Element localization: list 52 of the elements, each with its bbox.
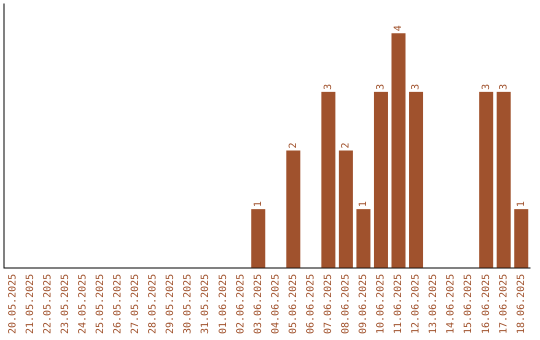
data-label: 1 <box>358 201 370 208</box>
x-tick-label: 08.06.2025 <box>340 274 352 334</box>
data-label: 3 <box>480 84 492 90</box>
x-tick-label: 28.05.2025 <box>148 274 159 334</box>
x-tick-label: 17.06.2025 <box>498 274 510 334</box>
x-tick-label: 02.06.2025 <box>235 274 246 334</box>
bar <box>286 150 300 268</box>
x-tick-label: 18.06.2025 <box>516 274 527 334</box>
x-tick-label: 22.05.2025 <box>42 274 54 334</box>
x-tick-label: 06.06.2025 <box>305 274 316 334</box>
x-tick-label: 13.06.2025 <box>428 274 440 334</box>
bar <box>356 209 370 268</box>
x-tick-label: 31.05.2025 <box>200 274 212 334</box>
bar <box>391 33 406 268</box>
bar <box>251 209 266 268</box>
bar <box>496 92 511 268</box>
data-label: 2 <box>288 142 299 149</box>
bar <box>514 209 528 268</box>
bar <box>338 150 353 268</box>
x-tick-label: 27.05.2025 <box>130 274 142 334</box>
data-label: 3 <box>498 84 510 90</box>
x-tick-label: 21.05.2025 <box>24 274 36 334</box>
bar <box>374 92 388 268</box>
data-label: 1 <box>252 201 264 208</box>
x-tick-label: 23.05.2025 <box>60 274 71 334</box>
x-tick-label: 14.06.2025 <box>446 274 457 334</box>
x-tick-label: 29.05.2025 <box>165 274 176 334</box>
x-tick-label: 25.05.2025 <box>95 274 106 334</box>
x-tick-label: 07.06.2025 <box>322 274 334 334</box>
x-tick-label: 30.05.2025 <box>182 274 194 334</box>
bar <box>409 92 424 268</box>
x-tick-label: 03.06.2025 <box>252 274 264 334</box>
data-label: 2 <box>340 142 352 149</box>
x-tick-label: 26.05.2025 <box>112 274 124 334</box>
data-label: 3 <box>376 84 387 90</box>
data-label: 1 <box>516 201 527 208</box>
x-tick-label: 16.06.2025 <box>480 274 492 334</box>
x-tick-label: 20.05.2025 <box>7 274 18 334</box>
bar <box>479 92 494 268</box>
data-label: 3 <box>322 84 334 90</box>
data-label: 4 <box>393 25 404 32</box>
x-tick-label: 10.06.2025 <box>376 274 387 334</box>
x-tick-label: 24.05.2025 <box>77 274 88 334</box>
x-tick-label: 01.06.2025 <box>218 274 229 334</box>
x-tick-label: 05.06.2025 <box>288 274 299 334</box>
x-tick-label: 04.06.2025 <box>270 274 282 334</box>
x-tick-label: 15.06.2025 <box>463 274 474 334</box>
data-label: 3 <box>410 84 422 90</box>
x-tick-label: 09.06.2025 <box>358 274 370 334</box>
x-tick-label: 12.06.2025 <box>410 274 422 334</box>
bar <box>321 92 336 268</box>
x-tick-label: 11.06.2025 <box>393 274 404 334</box>
